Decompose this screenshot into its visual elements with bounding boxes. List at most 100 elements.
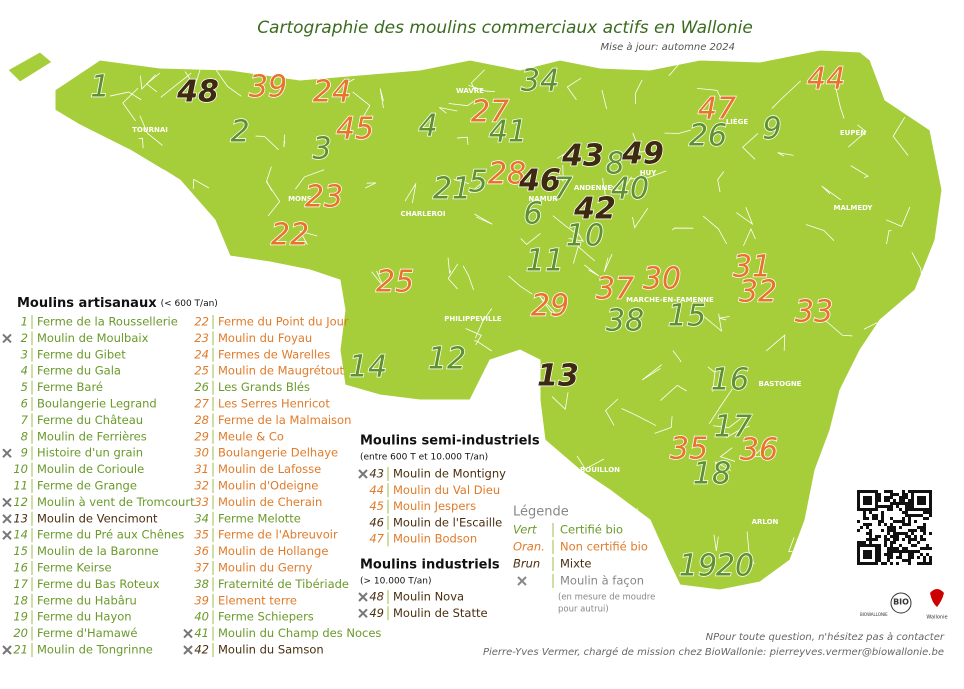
item-number: 41: [194, 626, 209, 640]
qr-module: [911, 556, 914, 559]
qr-module: [884, 499, 887, 502]
qr-module: [869, 490, 872, 493]
qr-module: [911, 538, 914, 541]
qr-module: [929, 496, 932, 499]
qr-module: [911, 508, 914, 511]
commune-border: [68, 277, 74, 314]
qr-module: [863, 496, 866, 499]
item-name: Ferme de la Roussellerie: [37, 315, 178, 329]
item-number: 39: [194, 593, 209, 607]
commune-border: [192, 178, 210, 189]
qr-code: [856, 489, 932, 565]
footer-line: NPour toute question, n'hésitez pas à co…: [706, 631, 945, 643]
qr-module: [902, 496, 905, 499]
qr-module: [866, 496, 869, 499]
item-name: Moulin de Vencimont: [37, 511, 158, 525]
qr-module: [902, 559, 905, 562]
qr-module: [878, 505, 881, 508]
list-title: Moulins industriels: [360, 558, 500, 573]
item-number: 11: [13, 479, 28, 493]
item-name: Moulin de Hollange: [218, 544, 328, 558]
qr-module: [878, 559, 881, 562]
qr-module: [887, 553, 890, 556]
qr-module: [902, 499, 905, 502]
qr-module: [869, 556, 872, 559]
qr-module: [905, 535, 908, 538]
qr-module: [926, 517, 929, 520]
item-number: 27: [194, 397, 209, 411]
qr-module: [857, 553, 860, 556]
qr-module: [893, 538, 896, 541]
item-number: 46: [369, 515, 384, 529]
qr-module: [929, 556, 932, 559]
qr-module: [899, 508, 902, 511]
commune-border: [911, 252, 923, 283]
commune-border: [447, 257, 452, 274]
list-note: (entre 600 T et 10.000 T/an): [360, 453, 488, 463]
qr-module: [914, 508, 917, 511]
commune-border: [566, 77, 582, 100]
qr-module: [884, 538, 887, 541]
item-name: Moulin de Ferrières: [37, 429, 147, 443]
qr-module: [911, 544, 914, 547]
mill-marker: 48: [176, 75, 219, 110]
city-label: CHARLEROI: [401, 210, 446, 218]
item-name: Ferme du Bas Roteux: [37, 577, 160, 591]
qr-module: [926, 553, 929, 556]
qr-module: [884, 562, 887, 565]
qr-module: [899, 556, 902, 559]
commune-border: [283, 134, 286, 148]
item-number: 24: [194, 347, 209, 361]
qr-module: [902, 532, 905, 535]
qr-module: [914, 529, 917, 532]
qr-module: [884, 553, 887, 556]
qr-module: [857, 544, 860, 547]
qr-module: [863, 541, 866, 544]
qr-module: [875, 514, 878, 517]
qr-module: [896, 556, 899, 559]
qr-module: [887, 550, 890, 553]
commune-border: [743, 227, 756, 247]
commune-border: [212, 470, 220, 481]
qr-module: [911, 550, 914, 553]
qr-module: [866, 499, 869, 502]
city-label: NAMUR: [528, 195, 558, 203]
qr-module: [914, 520, 917, 523]
qr-module: [914, 514, 917, 517]
qr-module: [896, 550, 899, 553]
mill-marker: 29: [531, 289, 569, 324]
commune-border: [879, 58, 894, 79]
commune-border: [736, 207, 754, 226]
mill-marker: 45: [336, 112, 374, 147]
qr-module: [863, 556, 866, 559]
qr-module: [884, 490, 887, 493]
item-name: Element terre: [218, 593, 297, 607]
qr-module: [875, 517, 878, 520]
qr-module: [872, 538, 875, 541]
mill-marker: 20: [716, 549, 754, 584]
commune-border: [886, 206, 911, 227]
mill-marker: 22: [271, 218, 309, 253]
qr-module: [890, 544, 893, 547]
commune-border: [67, 553, 79, 573]
item-number: 13: [13, 511, 28, 525]
qr-module: [905, 508, 908, 511]
item-number: 25: [194, 364, 209, 378]
qr-module: [890, 496, 893, 499]
commune-border: [713, 534, 719, 552]
item-name: Ferme du Hayon: [37, 610, 132, 624]
qr-module: [929, 493, 932, 496]
qr-module: [881, 520, 884, 523]
commune-border: [886, 230, 892, 245]
mill-marker: 30: [643, 262, 681, 297]
qr-module: [875, 550, 878, 553]
qr-module: [869, 529, 872, 532]
city-label: BASTOGNE: [759, 380, 802, 388]
qr-module: [875, 499, 878, 502]
wallonie-logo: [930, 589, 944, 607]
mill-marker: 35: [670, 432, 708, 467]
qr-module: [875, 508, 878, 511]
commune-border: [152, 389, 172, 410]
commune-border: [195, 361, 214, 364]
item-name: Moulin du Foyau: [218, 331, 312, 345]
